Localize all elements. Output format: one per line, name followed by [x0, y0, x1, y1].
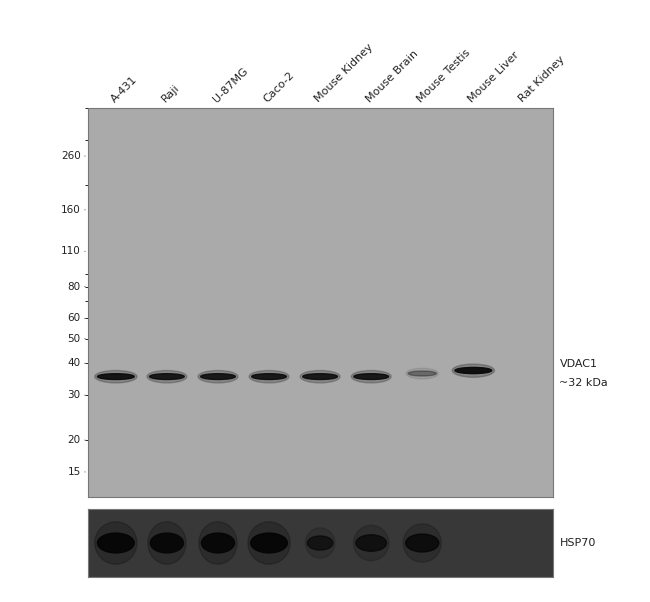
Ellipse shape: [95, 370, 137, 383]
Ellipse shape: [201, 374, 235, 379]
Ellipse shape: [98, 533, 134, 553]
Ellipse shape: [198, 370, 238, 383]
Ellipse shape: [148, 522, 186, 564]
Ellipse shape: [351, 370, 391, 383]
Ellipse shape: [202, 533, 235, 553]
Ellipse shape: [249, 370, 289, 383]
Ellipse shape: [147, 370, 187, 383]
Ellipse shape: [356, 535, 387, 551]
Text: 20: 20: [68, 435, 81, 445]
Text: A-431: A-431: [109, 75, 139, 105]
Ellipse shape: [252, 374, 287, 379]
Ellipse shape: [406, 368, 438, 379]
Text: 50: 50: [68, 334, 81, 344]
Text: ~32 kDa: ~32 kDa: [560, 378, 608, 388]
Text: 60: 60: [68, 314, 81, 323]
Ellipse shape: [455, 367, 491, 374]
Ellipse shape: [300, 370, 340, 383]
Text: Mouse Brain: Mouse Brain: [364, 49, 420, 105]
Ellipse shape: [251, 533, 287, 553]
Ellipse shape: [354, 374, 389, 379]
Text: 30: 30: [68, 390, 81, 400]
Text: Mouse Liver: Mouse Liver: [466, 50, 521, 105]
Ellipse shape: [452, 364, 495, 377]
Ellipse shape: [354, 526, 389, 560]
Ellipse shape: [199, 522, 237, 564]
Text: 260: 260: [61, 151, 81, 161]
Ellipse shape: [303, 374, 337, 379]
Text: Mouse Kidney: Mouse Kidney: [313, 42, 375, 105]
Ellipse shape: [406, 534, 439, 552]
Text: Caco-2: Caco-2: [262, 70, 296, 105]
Text: 160: 160: [61, 205, 81, 215]
Text: HSP70: HSP70: [560, 538, 596, 548]
Ellipse shape: [248, 522, 290, 564]
Text: 15: 15: [68, 467, 81, 477]
Ellipse shape: [408, 371, 436, 376]
Text: 110: 110: [61, 246, 81, 256]
Text: Rat Kidney: Rat Kidney: [517, 55, 567, 105]
Ellipse shape: [306, 528, 335, 558]
Ellipse shape: [150, 374, 185, 379]
Ellipse shape: [403, 524, 441, 562]
Text: 40: 40: [68, 358, 81, 368]
Text: U-87MG: U-87MG: [211, 66, 250, 105]
Text: Mouse Testis: Mouse Testis: [415, 48, 472, 105]
Text: Raji: Raji: [160, 83, 181, 105]
Ellipse shape: [95, 522, 137, 564]
Text: VDAC1: VDAC1: [560, 359, 597, 369]
Ellipse shape: [150, 533, 183, 553]
Text: 80: 80: [68, 282, 81, 291]
Ellipse shape: [98, 374, 134, 379]
Ellipse shape: [307, 536, 333, 550]
